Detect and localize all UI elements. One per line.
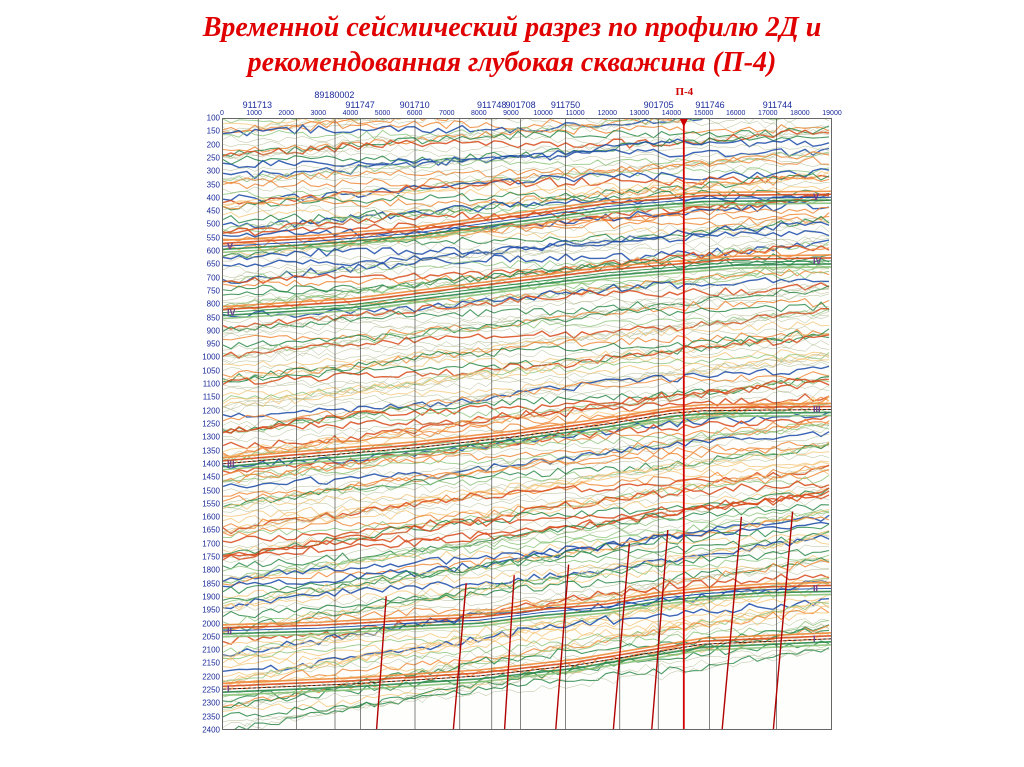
- y-tick: 2400: [202, 726, 220, 735]
- y-tick: 400: [207, 193, 220, 202]
- y-tick: 2250: [202, 686, 220, 695]
- y-tick: 850: [207, 313, 220, 322]
- profile-label: 911747: [345, 100, 374, 110]
- svg-text:II: II: [813, 583, 818, 593]
- x-tick: 5000: [375, 110, 391, 117]
- y-tick: 2000: [202, 619, 220, 628]
- profile-label: 911748: [477, 100, 506, 110]
- profile-label: 911744: [763, 100, 792, 110]
- y-tick: 1350: [202, 446, 220, 455]
- page-title: Временной сейсмический разрез по профилю…: [0, 0, 1024, 86]
- y-tick: 350: [207, 180, 220, 189]
- y-tick: 1500: [202, 486, 220, 495]
- y-tick: 1600: [202, 513, 220, 522]
- x-tick: 7000: [439, 110, 455, 117]
- profile-label: 901705: [644, 100, 674, 110]
- y-tick: 700: [207, 273, 220, 282]
- y-tick: 100: [207, 114, 220, 123]
- x-tick: 13000: [630, 110, 649, 117]
- y-tick: 450: [207, 207, 220, 216]
- y-tick: 200: [207, 140, 220, 149]
- x-tick: 14000: [662, 110, 681, 117]
- title-line2: рекомендованная глубокая скважина (П-4): [248, 47, 777, 78]
- x-tick: 19000: [822, 110, 841, 117]
- y-tick: 1950: [202, 606, 220, 615]
- x-axis-labels: 911713 89180002911747 901710 911748901708 91…: [222, 90, 832, 118]
- section-canvas: VVIVIVIIIIIIIIIIII: [222, 118, 832, 730]
- y-tick: 1100: [203, 380, 220, 389]
- svg-text:II: II: [227, 626, 232, 636]
- y-tick: 750: [207, 286, 220, 295]
- x-tick: 0: [220, 110, 224, 117]
- y-tick: 1850: [202, 579, 220, 588]
- x-tick: 4000: [343, 110, 359, 117]
- y-tick: 1900: [202, 592, 220, 601]
- y-tick: 1000: [202, 353, 220, 362]
- x-tick: 18000: [790, 110, 809, 117]
- y-tick: 650: [207, 260, 220, 269]
- seismic-section: 911713 89180002911747 901710 911748901708 91…: [192, 90, 832, 730]
- y-tick: 1750: [202, 553, 220, 562]
- y-tick: 2300: [202, 699, 220, 708]
- x-tick: 16000: [726, 110, 745, 117]
- y-tick: 250: [207, 153, 220, 162]
- svg-text:I: I: [227, 684, 229, 694]
- y-tick: 800: [207, 300, 220, 309]
- y-tick: 950: [207, 340, 220, 349]
- svg-text:V: V: [813, 192, 819, 202]
- profile-label: 901708: [506, 100, 536, 110]
- x-tick: 15000: [694, 110, 713, 117]
- x-tick: 17000: [758, 110, 777, 117]
- y-tick: 550: [207, 233, 220, 242]
- y-tick: 1700: [202, 539, 220, 548]
- svg-text:IV: IV: [227, 308, 235, 318]
- x-tick: 1000: [246, 110, 262, 117]
- x-tick: 10000: [533, 110, 552, 117]
- profile-label: 911713: [243, 100, 272, 110]
- y-tick: 1800: [202, 566, 220, 575]
- y-tick: 150: [207, 127, 220, 136]
- y-tick: 1450: [202, 473, 220, 482]
- svg-text:III: III: [227, 459, 234, 469]
- svg-text:I: I: [813, 634, 816, 644]
- svg-text:V: V: [227, 241, 233, 251]
- x-tick: 3000: [311, 110, 327, 117]
- title-line1: Временной сейсмический разрез по профилю…: [203, 12, 822, 43]
- y-tick: 2200: [202, 672, 220, 681]
- y-axis-labels: 1001502002503003504004505005506006507007…: [192, 118, 222, 730]
- x-tick: 12000: [598, 110, 617, 117]
- profile-label: 911750: [551, 100, 580, 110]
- x-tick: 9000: [503, 110, 519, 117]
- y-tick: 500: [207, 220, 220, 229]
- y-tick: 1050: [202, 366, 220, 375]
- y-tick: 1650: [202, 526, 220, 535]
- y-tick: 2350: [202, 712, 220, 721]
- y-tick: 2100: [202, 646, 220, 655]
- y-tick: 1150: [203, 393, 220, 402]
- y-tick: 2150: [202, 659, 220, 668]
- x-tick: 6000: [407, 110, 423, 117]
- svg-text:III: III: [813, 404, 820, 414]
- well-label: П-4: [675, 86, 693, 98]
- svg-text:IV: IV: [813, 256, 821, 266]
- y-tick: 1200: [202, 406, 220, 415]
- profile-label: 901710: [400, 100, 430, 110]
- seismic-svg: VVIVIVIIIIIIIIIIII: [223, 119, 831, 729]
- x-tick: 2000: [278, 110, 294, 117]
- x-tick: 11000: [566, 110, 585, 117]
- y-tick: 1400: [202, 459, 220, 468]
- y-tick: 2050: [202, 632, 220, 641]
- y-tick: 300: [207, 167, 220, 176]
- profile-label: 89180002: [314, 90, 354, 100]
- y-tick: 1250: [202, 420, 220, 429]
- x-tick: 8000: [471, 110, 487, 117]
- y-tick: 1300: [202, 433, 220, 442]
- profile-label: 911746: [695, 100, 724, 110]
- y-tick: 1550: [202, 499, 220, 508]
- y-tick: 900: [207, 326, 220, 335]
- y-tick: 600: [207, 247, 220, 256]
